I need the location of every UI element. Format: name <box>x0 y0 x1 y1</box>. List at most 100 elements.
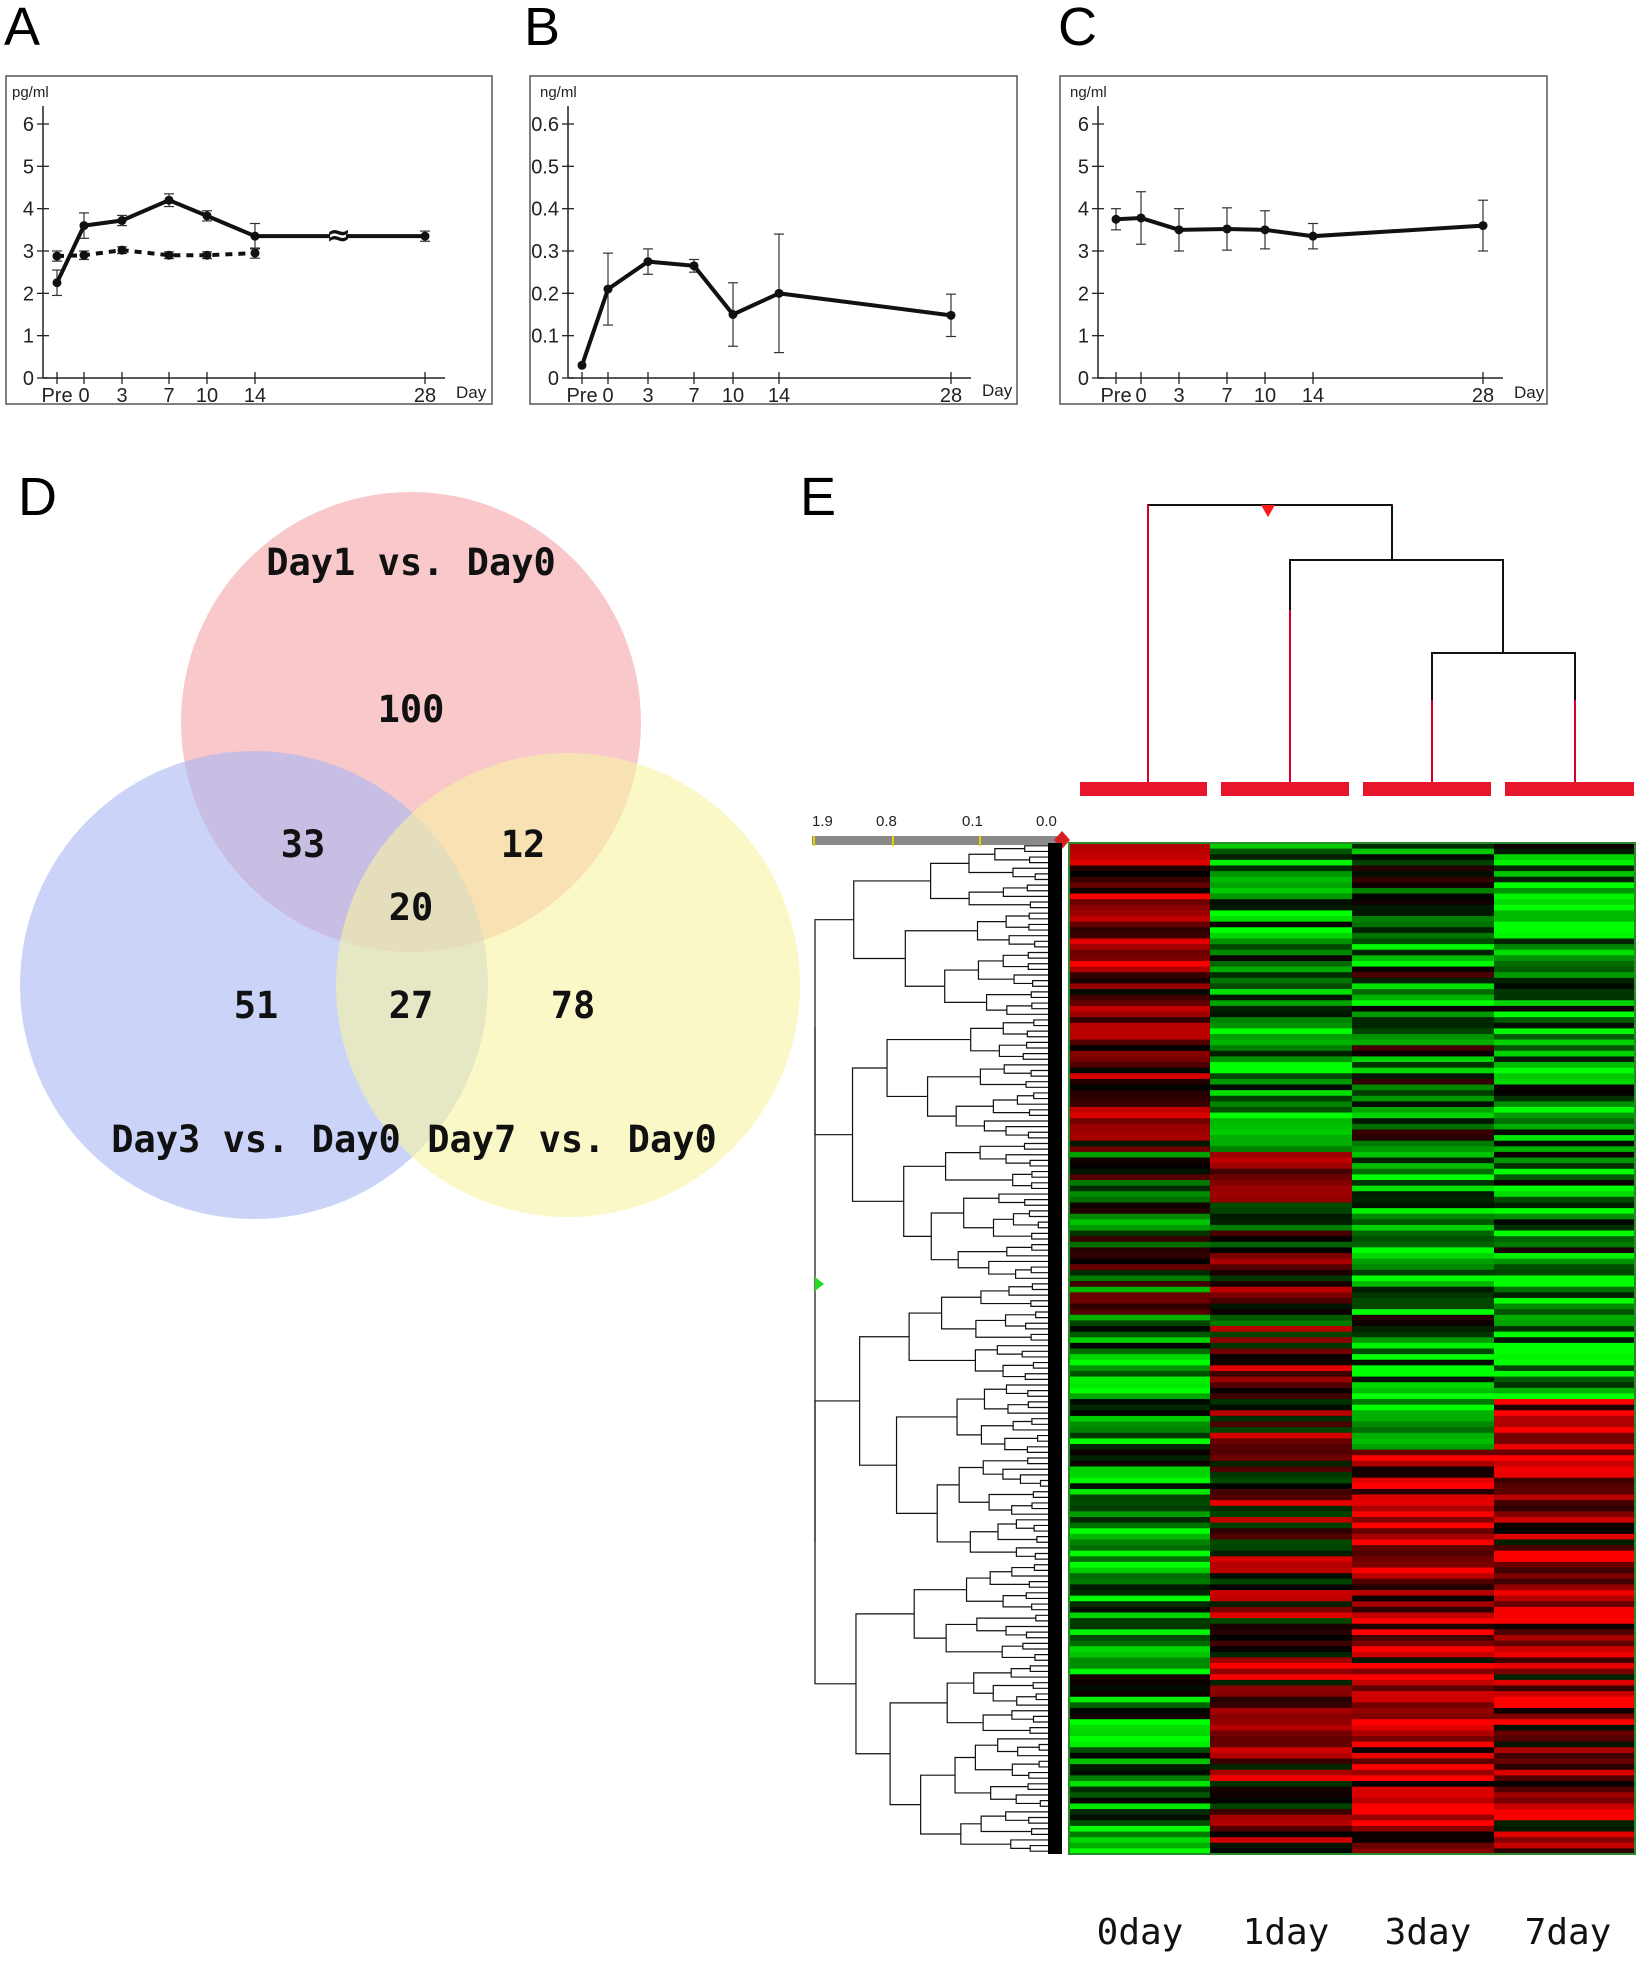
heatmap-cell <box>1069 1685 1210 1692</box>
data-point <box>1174 225 1184 235</box>
heatmap-cell <box>1352 1578 1494 1585</box>
heatmap-cell <box>1069 899 1210 906</box>
heatmap-cell <box>1069 1668 1210 1675</box>
heatmap-cell <box>1069 1202 1210 1209</box>
heatmap-cell <box>1352 955 1494 962</box>
heatmap-cell <box>1494 1629 1635 1636</box>
heatmap-cell <box>1352 949 1494 956</box>
row-dendrogram <box>814 843 1062 1854</box>
heatmap-cell <box>1210 1247 1352 1254</box>
heatmap-cell <box>1352 966 1494 973</box>
heatmap-cell <box>1494 1775 1635 1782</box>
heatmap-cell <box>1210 1707 1352 1715</box>
heatmap-cell <box>1210 1646 1352 1653</box>
heatmap-cell <box>1494 916 1635 923</box>
heatmap-cell <box>1210 1427 1352 1434</box>
heatmap-cell <box>1352 1488 1494 1496</box>
heatmap-cell <box>1352 1281 1494 1288</box>
heatmap-cell <box>1494 1062 1635 1069</box>
heatmap-cell <box>1069 1612 1210 1619</box>
heatmap-cell <box>1352 1752 1494 1760</box>
heatmap-cell <box>1210 1736 1352 1743</box>
heatmap-cell <box>1494 1809 1635 1816</box>
heatmap-cell <box>1352 1460 1494 1468</box>
heatmap-cell <box>1069 916 1210 923</box>
x-tick-label: 28 <box>1472 385 1494 407</box>
panel-letter-a: A <box>4 0 40 57</box>
heatmap-cell <box>1069 1123 1210 1131</box>
heatmap-cell <box>1210 1236 1352 1243</box>
heatmap-cell <box>1210 1488 1352 1496</box>
heatmap-cell <box>1069 1522 1210 1529</box>
heatmap-cell <box>1352 1005 1494 1013</box>
heatmap-cell <box>1494 1483 1635 1490</box>
count-day1-day3: 33 <box>281 823 326 866</box>
heatmap-cell <box>1494 887 1635 895</box>
heatmap-cell <box>1210 1421 1352 1428</box>
heatmap-cell <box>1069 1573 1210 1580</box>
heatmap-cell <box>1494 983 1635 990</box>
heatmap-cell <box>1352 1494 1494 1501</box>
heatmap-cell <box>1494 1196 1635 1204</box>
heatmap-cell <box>1210 1090 1352 1097</box>
x-unit-label-b: Day <box>982 381 1013 400</box>
heatmap-cell <box>1210 1545 1352 1552</box>
heatmap-cell <box>1210 1275 1352 1282</box>
heatmap-cell <box>1069 1432 1210 1439</box>
heatmap-cell <box>1069 854 1210 861</box>
panel-letter-d: D <box>18 467 57 527</box>
heatmap-cell <box>1352 1292 1494 1299</box>
x-tick-label: 10 <box>196 385 218 407</box>
heatmap-cell <box>1210 1168 1352 1175</box>
heatmap-cell <box>1352 1685 1494 1692</box>
y-tick-label: 0.3 <box>531 241 559 263</box>
heatmap-cell <box>1210 1174 1352 1181</box>
heatmap-cell <box>1352 1657 1494 1664</box>
heatmap-cell <box>1352 1618 1494 1625</box>
x-tick-label: Pre <box>41 385 72 407</box>
heatmap-cell <box>1069 1438 1210 1445</box>
heatmap-cell <box>1352 1472 1494 1479</box>
heatmap-cell <box>1494 1556 1635 1563</box>
heatmap-cell <box>1069 1460 1210 1468</box>
heatmap-cell <box>1494 1140 1635 1147</box>
heatmap-cell <box>1069 1224 1210 1232</box>
heatmap-cell <box>1352 1174 1494 1181</box>
heatmap-cell <box>1494 1674 1635 1681</box>
heatmap-cell <box>1210 1241 1352 1248</box>
data-point <box>250 248 260 258</box>
heatmap-cell <box>1494 1488 1635 1496</box>
heatmap-cell <box>1069 1702 1210 1709</box>
heatmap-cell <box>1210 1539 1352 1546</box>
heatmap-cell <box>1210 938 1352 945</box>
heatmap-cell <box>1210 854 1352 861</box>
heatmap-cell <box>1210 1326 1352 1333</box>
heatmap-cell <box>1494 1567 1635 1574</box>
heatmap-cell <box>1494 1494 1635 1501</box>
chart-frame-b <box>529 75 1018 405</box>
heatmap-cell <box>1069 1275 1210 1282</box>
heatmap-cell <box>1352 1022 1494 1029</box>
heatmap-cell <box>1210 1837 1352 1844</box>
heatmap-cell <box>1069 1365 1210 1372</box>
heatmap-cell <box>1352 1213 1494 1220</box>
dendro-leaf-band <box>1048 843 1062 1854</box>
heatmap-cell <box>1069 1056 1210 1063</box>
heatmap-cell <box>1494 1724 1635 1732</box>
heatmap-cell <box>1494 1651 1635 1659</box>
heatmap-cell <box>1494 1359 1635 1366</box>
heatmap-cell <box>1494 1354 1635 1361</box>
y-unit-label-b: ng/ml <box>540 84 577 101</box>
heatmap-cell <box>1069 1208 1210 1215</box>
heatmap-cell <box>1069 848 1210 855</box>
heatmap-cell <box>1494 1848 1635 1855</box>
heatmap-cell <box>1352 1646 1494 1653</box>
heatmap-cell <box>1352 1129 1494 1136</box>
heatmap-cell <box>1210 882 1352 889</box>
x-tick-label: 0 <box>602 385 613 407</box>
heatmap-cell <box>1210 1078 1352 1086</box>
heatmap-cell <box>1210 1253 1352 1260</box>
heatmap-cell <box>1494 1163 1635 1170</box>
heatmap-cell <box>1494 1376 1635 1383</box>
